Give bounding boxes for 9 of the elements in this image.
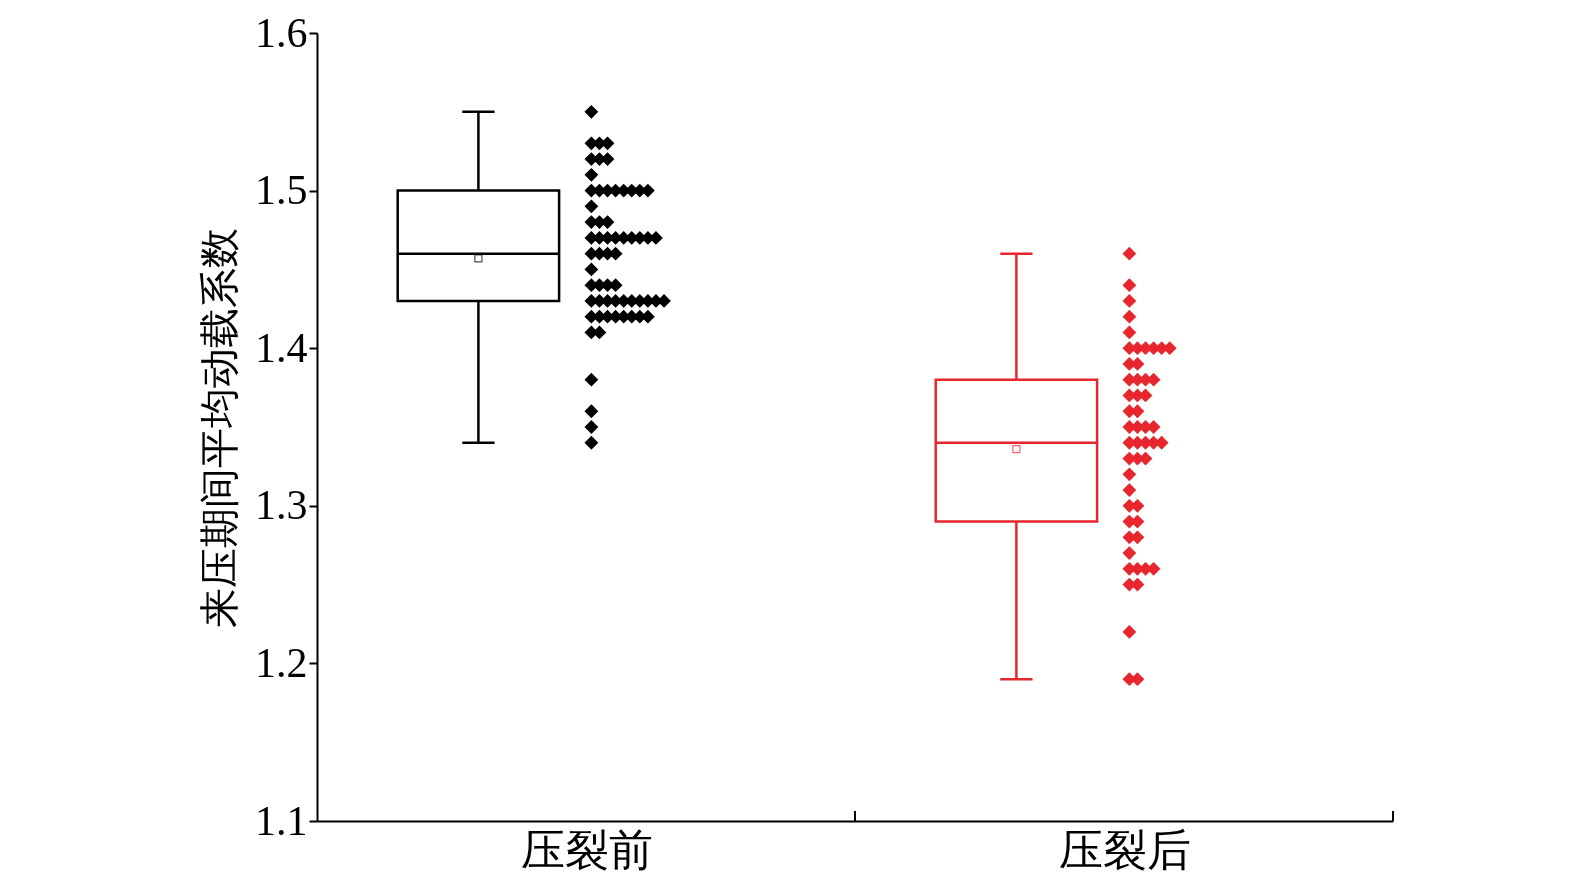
- y-tick-label: 1.6: [255, 9, 308, 56]
- y-axis-title: 来压期间平均动载系数: [197, 227, 242, 628]
- x-tick-label: 压裂后: [1058, 825, 1191, 875]
- y-tick-label: 1.4: [255, 324, 308, 371]
- y-tick-label: 1.5: [255, 167, 308, 214]
- y-tick-label: 1.3: [255, 482, 308, 529]
- y-tick-label: 1.1: [255, 797, 308, 844]
- y-tick-label: 1.2: [255, 639, 308, 686]
- x-tick-label: 压裂前: [520, 825, 653, 875]
